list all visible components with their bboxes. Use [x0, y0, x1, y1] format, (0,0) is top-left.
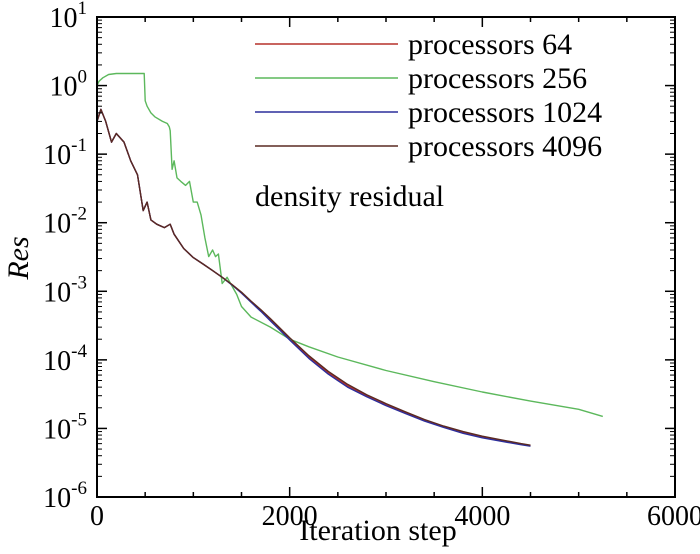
y-tick-label: 10-3	[43, 272, 87, 308]
plot-lines	[96, 72, 603, 447]
legend-label: processors 64	[408, 28, 572, 61]
y-axis-title: Res	[2, 236, 35, 280]
annotation-density-residual: density residual	[255, 180, 444, 213]
x-tick-label: 2000	[262, 501, 318, 532]
y-tick-label: 10-2	[43, 204, 87, 240]
legend-label: processors 4096	[408, 130, 602, 163]
y-axis: 101 100 10-1 10-2 10-3 10-4 10-5 10-6	[43, 0, 675, 514]
x-tick-label: 0	[90, 501, 104, 532]
y-tick-label: 10-5	[43, 409, 87, 445]
x-axis-title: Iteration step	[299, 514, 456, 547]
plot-frame	[96, 16, 676, 498]
series-line-processors-4096	[96, 108, 531, 446]
legend-label: processors 1024	[408, 96, 602, 129]
y-tick-label: 100	[50, 67, 88, 103]
y-tick-label: 10-1	[43, 135, 87, 171]
y-tick-label: 101	[50, 0, 88, 34]
y-tick-label: 10-4	[43, 341, 87, 377]
x-tick-label: 6000	[647, 501, 700, 532]
legend-label: processors 256	[408, 62, 587, 95]
series-line-processors-256	[96, 72, 603, 418]
y-tick-label: 10-6	[43, 478, 87, 514]
x-tick-label: 4000	[454, 501, 510, 532]
x-axis: 0 2000 4000 6000	[90, 17, 700, 532]
